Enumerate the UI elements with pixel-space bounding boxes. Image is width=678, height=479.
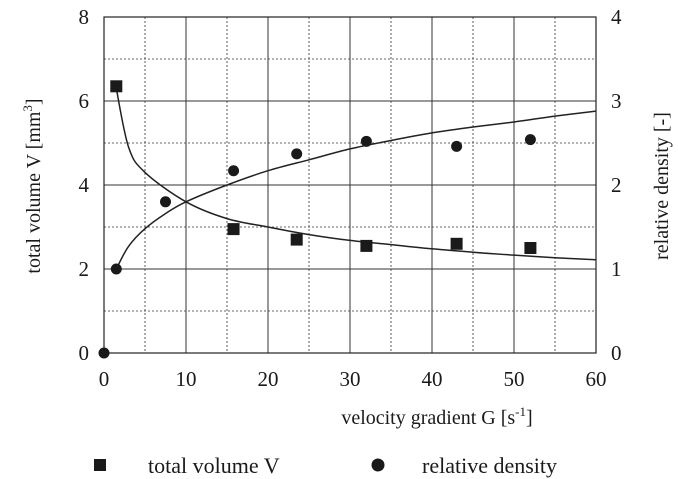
y-left-tick-label: 4 bbox=[79, 173, 90, 197]
data-point-total-volume-v bbox=[450, 237, 463, 250]
legend-label-relative-density: relative density bbox=[422, 453, 557, 478]
legend: total volume V relative density bbox=[94, 453, 557, 478]
legend-circle-marker bbox=[371, 458, 385, 472]
y-left-tick-label: 8 bbox=[79, 5, 90, 29]
data-markers bbox=[98, 80, 537, 359]
y-left-axis-title: total volume V [mm3] bbox=[20, 98, 45, 273]
major-gridlines bbox=[104, 17, 596, 353]
y-right-tick-label: 3 bbox=[611, 89, 622, 113]
data-point-relative-density bbox=[524, 134, 536, 146]
fit-curve-relative-density bbox=[115, 110, 597, 270]
y-left-tick-label: 6 bbox=[79, 89, 90, 113]
y-right-tick-label: 1 bbox=[611, 257, 622, 281]
y-left-tick-label: 2 bbox=[79, 257, 90, 281]
data-point-relative-density bbox=[98, 347, 110, 359]
x-tick-label: 20 bbox=[258, 367, 279, 391]
data-point-relative-density bbox=[291, 148, 303, 160]
fit-curves bbox=[115, 88, 597, 270]
y-right-tick-labels: 0 1 2 3 4 bbox=[611, 5, 622, 365]
y-left-tick-labels: 0 2 4 6 8 bbox=[79, 5, 90, 365]
data-point-relative-density bbox=[228, 165, 240, 177]
data-point-total-volume-v bbox=[290, 233, 303, 246]
legend-square-marker bbox=[94, 459, 106, 471]
x-axis-title: velocity gradient G [s-1] bbox=[341, 404, 532, 429]
fit-curve-total-volume-v bbox=[115, 88, 597, 261]
y-right-tick-label: 4 bbox=[611, 5, 622, 29]
y-right-tick-label: 2 bbox=[611, 173, 622, 197]
data-point-relative-density bbox=[110, 263, 122, 275]
data-point-relative-density bbox=[160, 196, 171, 208]
data-point-total-volume-v bbox=[524, 242, 537, 254]
plot-frame bbox=[103, 16, 597, 354]
y-right-tick-label: 0 bbox=[611, 341, 622, 365]
data-point-total-volume-v bbox=[360, 239, 373, 252]
data-point-total-volume-v bbox=[227, 223, 240, 236]
x-tick-label: 10 bbox=[176, 367, 197, 391]
data-point-total-volume-v bbox=[110, 80, 123, 93]
y-right-axis-title: relative density [-] bbox=[651, 112, 673, 260]
x-tick-label: 40 bbox=[422, 367, 443, 391]
x-tick-label: 30 bbox=[340, 367, 361, 391]
x-tick-label: 0 bbox=[99, 367, 110, 391]
data-point-relative-density bbox=[360, 135, 372, 147]
legend-label-total-volume: total volume V bbox=[148, 453, 280, 478]
x-tick-label: 50 bbox=[504, 367, 525, 391]
y-left-tick-label: 0 bbox=[79, 341, 90, 365]
x-tick-label: 60 bbox=[586, 367, 607, 391]
data-point-relative-density bbox=[451, 140, 463, 152]
x-tick-labels: 0 10 20 30 40 50 60 bbox=[99, 367, 607, 391]
